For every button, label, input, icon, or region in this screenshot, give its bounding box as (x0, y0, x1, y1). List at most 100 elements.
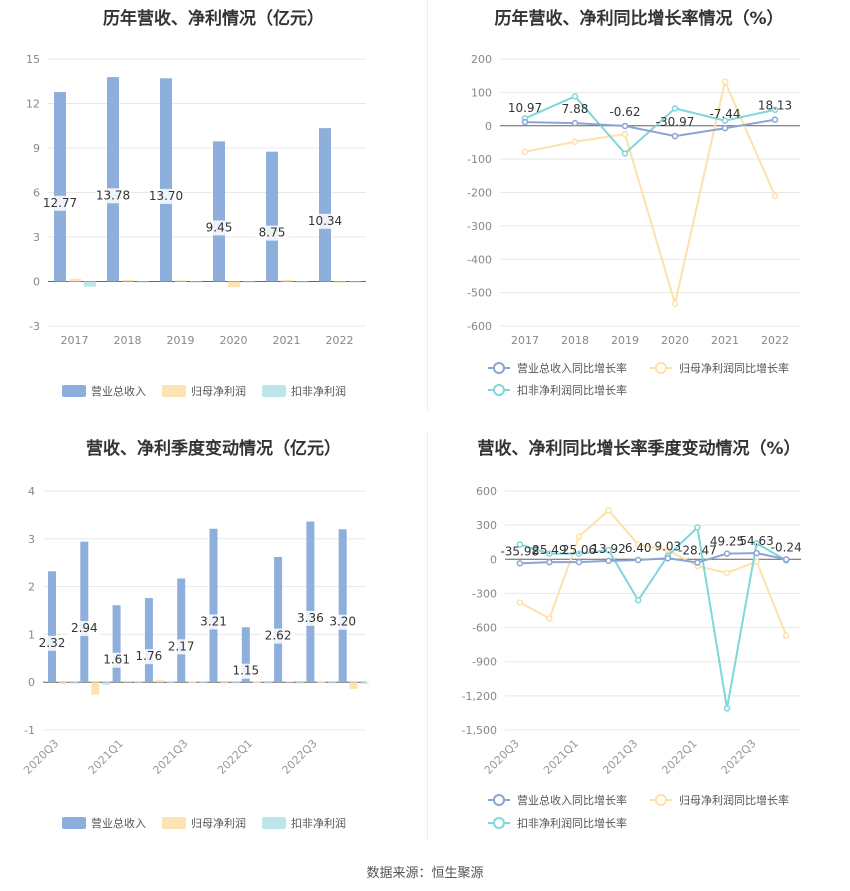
bar (59, 682, 67, 685)
data-point (575, 533, 583, 540)
x-tick-label: 2021Q3 (600, 737, 640, 777)
legend-label: 归母净利润同比增长率 (679, 361, 789, 375)
data-point (771, 192, 779, 200)
data-point (605, 557, 612, 565)
bar (177, 578, 186, 683)
series-line (519, 525, 787, 709)
bar (243, 281, 255, 283)
y-tick-label: 6 (33, 187, 40, 200)
data-point (721, 117, 729, 124)
data-label-bg (67, 620, 102, 636)
annual-growth-chart: 200 100 0 -100 -200 -300 -400 -500 -600 2017 2018 2… (467, 53, 800, 397)
data-label-bg (293, 610, 328, 626)
data-point (753, 549, 760, 557)
data-point (571, 138, 579, 146)
data-point (721, 124, 729, 132)
legend-label: 扣非净利润同比增长率 (517, 383, 627, 397)
legend-label: 归母净利润 (191, 816, 246, 830)
bar (84, 281, 96, 287)
panel-quarterly-growth: 营收、净利同比增长率季度变动情况（%） 600 300 0 -300 -600 -900 -… (428, 428, 850, 848)
bar (69, 278, 81, 282)
bar (188, 681, 197, 683)
panel-quarterly-bar: 营收、净利季度变动情况（亿元） 4 3 2 1 0 -1 2020Q3 2021Q1 2021Q… (0, 428, 427, 848)
data-label-bg (99, 652, 134, 668)
bar (91, 682, 100, 695)
x-tick-label: 2021Q1 (86, 737, 126, 777)
legend-swatch (493, 362, 505, 374)
y-tick-label: 3 (28, 533, 35, 546)
x-tick-label: 2020Q3 (21, 737, 61, 777)
legend-label: 扣非净利润 (291, 384, 346, 398)
panel-annual-bar: 历年营收、净利情况（亿元） 15 12 9 6 3 0 -3 2017 2018 2019 2020… (0, 0, 427, 410)
x-tick-label: 2021Q1 (541, 737, 581, 777)
data-label-bg (164, 639, 199, 655)
data-point (723, 569, 731, 577)
y-tick-label: -300 (472, 587, 497, 600)
data-point (753, 540, 760, 547)
data-point (634, 556, 642, 564)
data-point (575, 558, 583, 566)
data-label: 13.70 (149, 189, 183, 203)
x-tick-label: 2022 (326, 334, 354, 347)
data-label: 49.25 (710, 535, 744, 549)
bar (209, 528, 218, 683)
data-point (721, 78, 729, 85)
y-tick-label: -400 (467, 253, 492, 266)
data-label: 2.94 (71, 621, 98, 635)
bar (122, 280, 134, 282)
data-label: 13.92 (591, 542, 625, 556)
y-tick-label: -500 (467, 287, 492, 300)
data-label: 9.03 (654, 539, 681, 553)
bar (102, 682, 111, 685)
bar (220, 682, 229, 684)
bar (338, 529, 347, 683)
bar (306, 521, 315, 683)
data-label: 2.17 (168, 639, 195, 653)
y-tick-label: 9 (33, 142, 40, 155)
data-point (634, 597, 642, 604)
bar (328, 682, 337, 684)
data-point (664, 555, 672, 562)
data-label: -0.62 (609, 105, 640, 119)
data-label: 25.06 (562, 543, 596, 557)
divider (427, 0, 428, 410)
legend-swatch (62, 385, 86, 397)
legend-swatch (262, 385, 286, 397)
bar (199, 682, 208, 684)
x-tick-label: 2022Q3 (719, 737, 759, 777)
series-line (519, 508, 788, 636)
bar (360, 682, 369, 684)
y-tick-label: 0 (485, 120, 492, 133)
y-tick-label: 300 (476, 519, 497, 532)
legend-swatch (262, 817, 286, 829)
y-tick-label: 4 (28, 485, 35, 498)
data-label: -35.98 (500, 544, 539, 558)
legend-swatch (655, 362, 667, 374)
bar (228, 281, 240, 288)
data-point (546, 558, 553, 566)
y-tick-label: -600 (467, 320, 492, 333)
x-tick-label: 2021Q3 (150, 737, 190, 777)
bar (296, 682, 305, 684)
bar (213, 141, 225, 282)
chart-title: 历年营收、净利同比增长率情况（%） (494, 9, 784, 29)
data-source-note: 数据来源：恒生聚源 (366, 866, 484, 881)
data-label: 1.15 (232, 664, 259, 678)
chart-title: 营收、净利同比增长率季度变动情况（%） (477, 439, 801, 459)
data-point (753, 558, 760, 565)
data-point (521, 118, 529, 126)
y-tick-label: 12 (26, 98, 40, 111)
legend-label: 归母净利润 (191, 384, 246, 398)
data-point (521, 148, 529, 156)
data-point (671, 105, 679, 112)
data-label: -7.44 (709, 107, 740, 121)
data-point (621, 130, 629, 138)
x-tick-label: 2020 (661, 334, 689, 347)
data-label-bg (261, 628, 296, 644)
bar (107, 77, 119, 282)
data-point (771, 116, 779, 123)
y-tick-label: 1 (28, 628, 35, 641)
x-tick-label: 2017 (511, 334, 539, 347)
bar (317, 681, 326, 683)
